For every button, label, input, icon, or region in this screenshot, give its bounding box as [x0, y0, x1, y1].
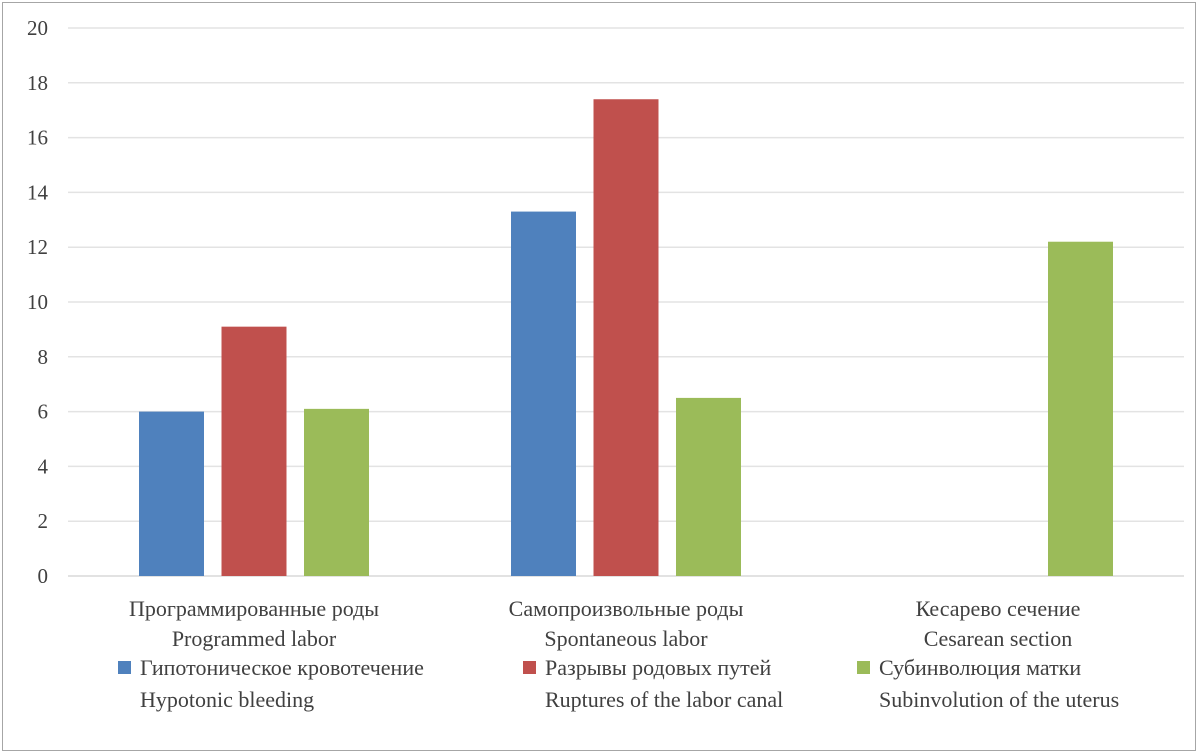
y-tick-label: 6: [38, 400, 49, 424]
y-tick-label: 8: [38, 345, 49, 369]
bar-1-0: [221, 326, 287, 576]
category-label: Самопроизвольные роды: [509, 596, 744, 621]
legend-item: Субинволюция матки Subinvolution of the u…: [857, 652, 1119, 716]
y-tick-label: 20: [27, 16, 48, 40]
legend-label: Разрывы родовых путей: [545, 655, 772, 680]
category-label: Кесарево сечение: [916, 596, 1081, 621]
legend-label: Subinvolution of the uterus: [879, 687, 1120, 712]
bar-0-0: [139, 411, 204, 576]
y-tick-label: 18: [27, 71, 48, 95]
legend-item: Гипотоническое кровотечение Hypotonic ble…: [118, 652, 424, 716]
y-tick-label: 0: [38, 564, 49, 588]
category-label: Программированные роды: [129, 596, 379, 621]
legend-swatch: [857, 661, 870, 674]
bar-0-1: [511, 211, 576, 576]
bar-1-1: [593, 99, 659, 577]
y-tick-label: 4: [38, 454, 49, 478]
legend-swatch: [523, 661, 536, 674]
y-tick-label: 10: [27, 290, 48, 314]
legend-label: Гипотоническое кровотечение: [140, 655, 424, 680]
legend-item: Разрывы родовых путей Ruptures of the lab…: [523, 652, 783, 716]
category-label: Spontaneous labor: [544, 626, 708, 651]
y-tick-label: 2: [38, 509, 49, 533]
category-label: Cesarean section: [924, 626, 1072, 651]
bar-2-0: [304, 408, 369, 576]
legend-swatch: [118, 661, 131, 674]
y-tick-label: 16: [27, 126, 48, 150]
bar-2-2: [1048, 241, 1113, 576]
y-tick-label: 12: [27, 235, 48, 259]
y-tick-label: 14: [27, 180, 49, 204]
legend-label: Ruptures of the labor canal: [545, 687, 784, 712]
legend-label: Hypotonic bleeding: [140, 687, 315, 712]
category-label: Programmed labor: [172, 626, 337, 651]
bar-2-1: [676, 397, 741, 576]
legend-label: Субинволюция матки: [879, 655, 1082, 680]
